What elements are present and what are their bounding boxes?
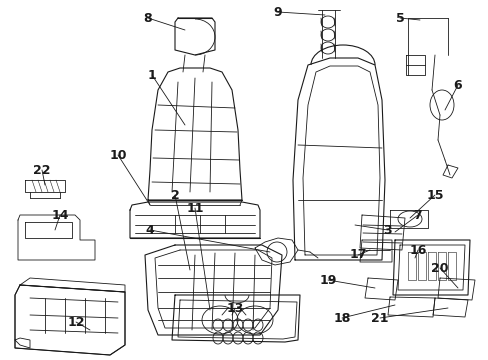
Text: 5: 5	[395, 12, 404, 24]
Text: 15: 15	[426, 189, 443, 202]
Text: 4: 4	[145, 224, 154, 237]
Text: 14: 14	[51, 208, 69, 221]
Text: 19: 19	[319, 274, 336, 287]
Text: 17: 17	[348, 248, 366, 261]
Text: 9: 9	[273, 5, 282, 18]
Text: 2: 2	[170, 189, 179, 202]
Text: 16: 16	[408, 243, 426, 256]
Text: 12: 12	[67, 315, 84, 328]
Text: 6: 6	[453, 78, 461, 91]
Text: 7: 7	[413, 208, 422, 221]
Text: 22: 22	[33, 163, 51, 176]
Text: 13: 13	[226, 302, 243, 315]
Text: 11: 11	[186, 202, 203, 215]
Text: 20: 20	[430, 261, 448, 275]
Text: 10: 10	[109, 149, 126, 162]
Text: 1: 1	[147, 68, 156, 81]
Text: 21: 21	[370, 311, 388, 324]
Text: 8: 8	[143, 12, 152, 24]
Text: 3: 3	[383, 224, 391, 237]
Text: 18: 18	[333, 311, 350, 324]
